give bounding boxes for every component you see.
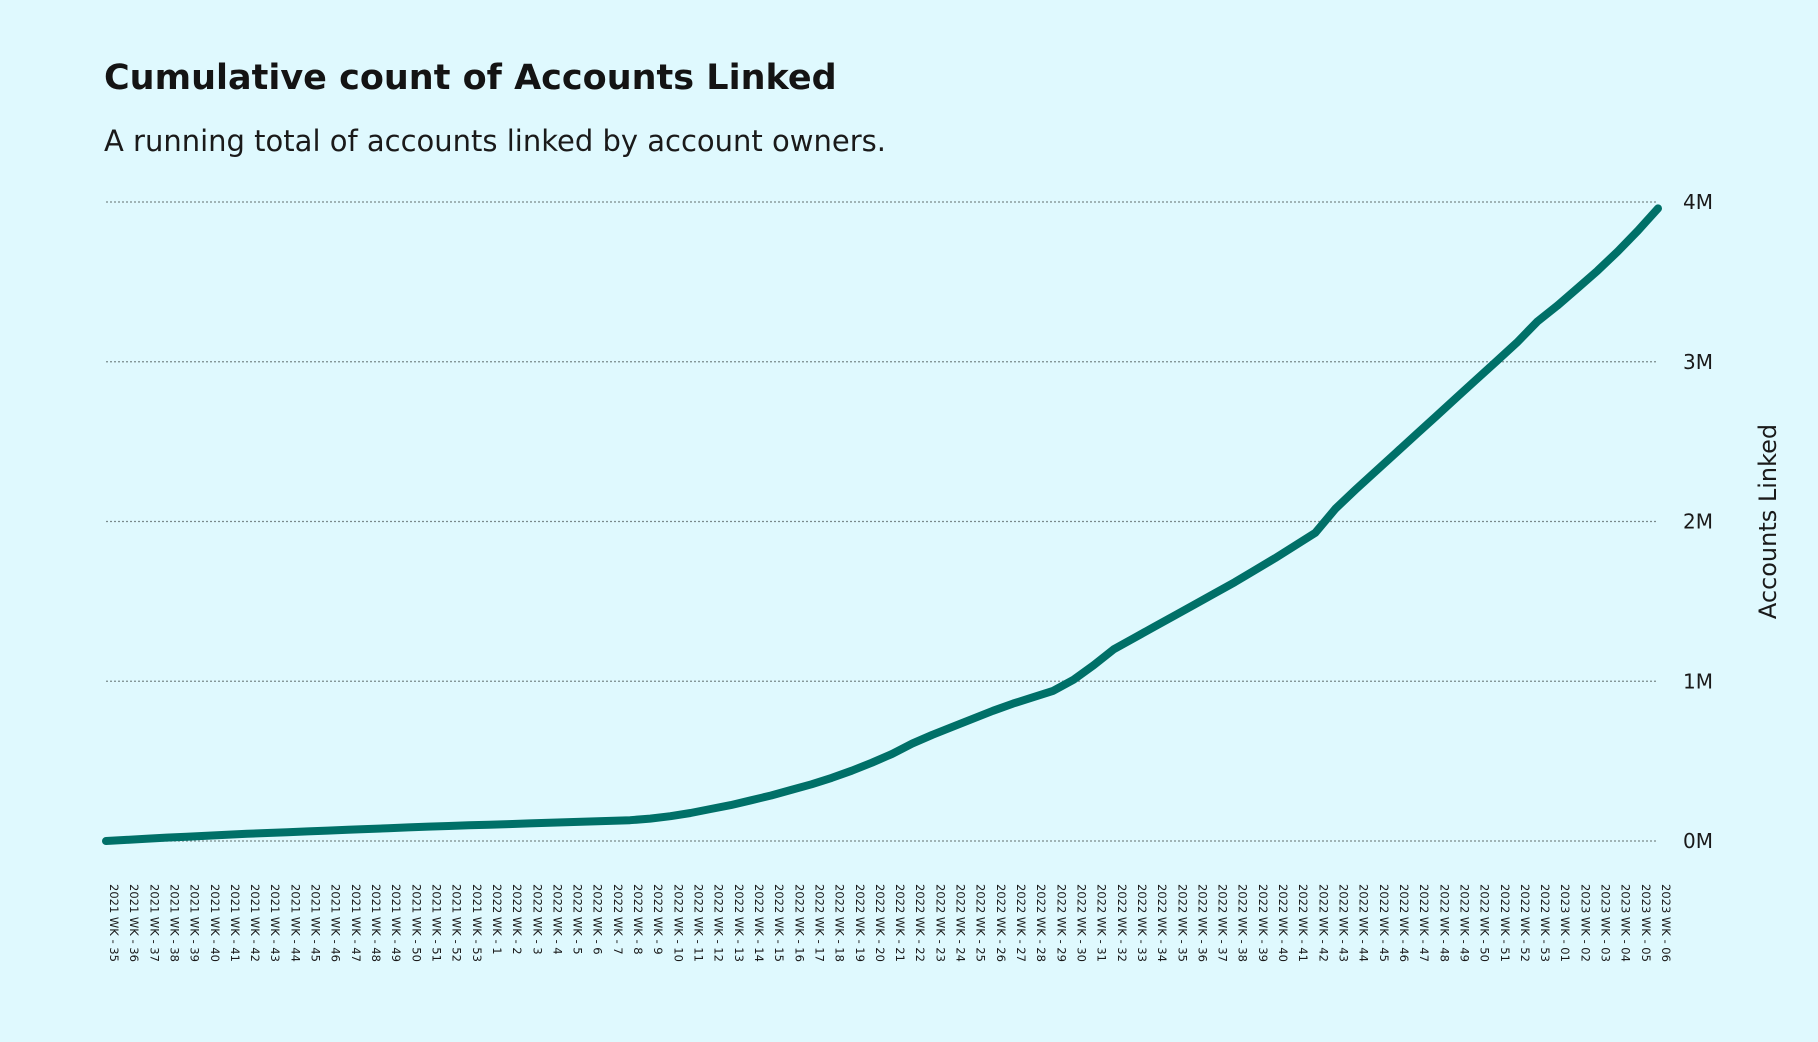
- x-tick-label: 2022 WK - 30: [1075, 884, 1089, 962]
- x-tick-label: 2022 WK - 47: [1417, 884, 1431, 962]
- x-tick-label: 2021 WK - 42: [248, 884, 262, 962]
- x-tick-label: 2022 WK - 9: [651, 884, 665, 955]
- x-tick-label: 2021 WK - 38: [168, 884, 182, 962]
- x-tick-label: 2022 WK - 46: [1397, 884, 1411, 962]
- x-tick-label: 2021 WK - 36: [127, 884, 141, 962]
- x-tick-label: 2022 WK - 29: [1054, 884, 1068, 962]
- y-tick-label: 1M: [1683, 669, 1713, 693]
- x-tick-label: 2023 WK - 06: [1659, 884, 1673, 962]
- x-tick-label: 2023 WK - 05: [1639, 884, 1653, 962]
- x-tick-label: 2021 WK - 37: [147, 884, 161, 962]
- x-tick-label: 2022 WK - 32: [1115, 884, 1129, 962]
- x-tick-label: 2021 WK - 46: [329, 884, 343, 962]
- x-tick-label: 2023 WK - 02: [1578, 884, 1592, 962]
- x-tick-label: 2022 WK - 16: [792, 884, 806, 962]
- x-tick-label: 2022 WK - 21: [893, 884, 907, 962]
- x-tick-label: 2022 WK - 37: [1216, 884, 1230, 962]
- x-tick-label: 2022 WK - 44: [1357, 884, 1371, 962]
- y-axis-title: Accounts Linked: [1754, 424, 1782, 619]
- x-tick-label: 2021 WK - 35: [107, 884, 121, 962]
- x-tick-label: 2022 WK - 22: [913, 884, 927, 962]
- x-tick-label: 2022 WK - 27: [1014, 884, 1028, 962]
- x-tick-label: 2021 WK - 40: [208, 884, 222, 962]
- x-tick-label: 2022 WK - 12: [712, 884, 726, 962]
- x-tick-label: 2022 WK - 43: [1337, 884, 1351, 962]
- x-tick-label: 2021 WK - 53: [470, 884, 484, 962]
- x-tick-label: 2022 WK - 26: [994, 884, 1008, 962]
- x-tick-label: 2022 WK - 8: [631, 884, 645, 955]
- x-tick-label: 2021 WK - 51: [430, 884, 444, 962]
- series-line-group: [102, 204, 1662, 845]
- x-tick-label: 2022 WK - 3: [530, 884, 544, 955]
- x-tick-label: 2021 WK - 52: [450, 884, 464, 962]
- y-tick-label: 2M: [1683, 510, 1713, 534]
- y-tick-label: 0M: [1683, 829, 1713, 853]
- x-tick-label: 2021 WK - 45: [309, 884, 323, 962]
- series-line: [102, 204, 1662, 845]
- x-tick-label: 2022 WK - 36: [1195, 884, 1209, 962]
- x-tick-label: 2022 WK - 48: [1437, 884, 1451, 962]
- y-tick-label: 4M: [1683, 190, 1713, 214]
- x-tick-label: 2022 WK - 41: [1296, 884, 1310, 962]
- x-tick-label: 2022 WK - 17: [813, 884, 827, 962]
- x-tick-label: 2021 WK - 47: [349, 884, 363, 962]
- x-tick-label: 2022 WK - 7: [611, 884, 625, 955]
- y-tick-label: 3M: [1683, 350, 1713, 374]
- x-tick-label: 2022 WK - 31: [1095, 884, 1109, 962]
- x-tick-label: 2022 WK - 13: [732, 884, 746, 962]
- x-tick-label: 2022 WK - 18: [833, 884, 847, 962]
- x-tick-label: 2022 WK - 23: [933, 884, 947, 962]
- x-tick-label: 2022 WK - 40: [1276, 884, 1290, 962]
- x-tick-label: 2021 WK - 39: [188, 884, 202, 962]
- x-tick-label: 2022 WK - 5: [571, 884, 585, 955]
- x-tick-label: 2022 WK - 24: [954, 884, 968, 962]
- chart-subtitle: A running total of accounts linked by ac…: [104, 124, 886, 158]
- x-tick-label: 2022 WK - 39: [1256, 884, 1270, 962]
- x-tick-label: 2022 WK - 53: [1538, 884, 1552, 962]
- y-axis-ticks: 0M 1M 2M 3M 4M: [1683, 190, 1713, 853]
- x-tick-label: 2022 WK - 11: [692, 884, 706, 962]
- x-tick-label: 2021 WK - 43: [268, 884, 282, 962]
- x-tick-label: 2021 WK - 41: [228, 884, 242, 962]
- x-tick-label: 2022 WK - 52: [1518, 884, 1532, 962]
- x-tick-label: 2022 WK - 6: [591, 884, 605, 955]
- x-tick-label: 2022 WK - 10: [671, 884, 685, 962]
- x-tick-label: 2023 WK - 01: [1558, 884, 1572, 962]
- x-tick-label: 2022 WK - 4: [550, 884, 564, 955]
- x-tick-label: 2022 WK - 51: [1498, 884, 1512, 962]
- x-tick-label: 2022 WK - 42: [1316, 884, 1330, 962]
- x-tick-label: 2022 WK - 14: [752, 884, 766, 962]
- x-tick-label: 2021 WK - 49: [389, 884, 403, 962]
- x-tick-label: 2022 WK - 28: [1034, 884, 1048, 962]
- x-tick-label: 2021 WK - 50: [409, 884, 423, 962]
- chart-title: Cumulative count of Accounts Linked: [104, 58, 837, 98]
- x-tick-label: 2022 WK - 33: [1135, 884, 1149, 962]
- x-tick-label: 2022 WK - 2: [510, 884, 524, 955]
- x-tick-label: 2021 WK - 48: [369, 884, 383, 962]
- x-tick-label: 2022 WK - 25: [974, 884, 988, 962]
- x-tick-label: 2022 WK - 34: [1155, 884, 1169, 962]
- x-tick-label: 2022 WK - 1: [490, 884, 504, 955]
- gridlines: [106, 201, 1658, 842]
- x-tick-label: 2022 WK - 15: [772, 884, 786, 962]
- x-tick-label: 2022 WK - 45: [1377, 884, 1391, 962]
- x-tick-label: 2022 WK - 50: [1478, 884, 1492, 962]
- x-tick-label: 2022 WK - 38: [1236, 884, 1250, 962]
- x-tick-label: 2023 WK - 04: [1619, 884, 1633, 962]
- x-tick-label: 2023 WK - 03: [1599, 884, 1613, 962]
- x-tick-label: 2022 WK - 35: [1175, 884, 1189, 962]
- x-tick-label: 2021 WK - 44: [288, 884, 302, 962]
- x-tick-label: 2022 WK - 20: [873, 884, 887, 962]
- x-tick-label: 2022 WK - 19: [853, 884, 867, 962]
- x-tick-label: 2022 WK - 49: [1457, 884, 1471, 962]
- x-axis-ticks: 2021 WK - 35 2021 WK - 36 2021 WK - 37 2021…: [107, 884, 1673, 962]
